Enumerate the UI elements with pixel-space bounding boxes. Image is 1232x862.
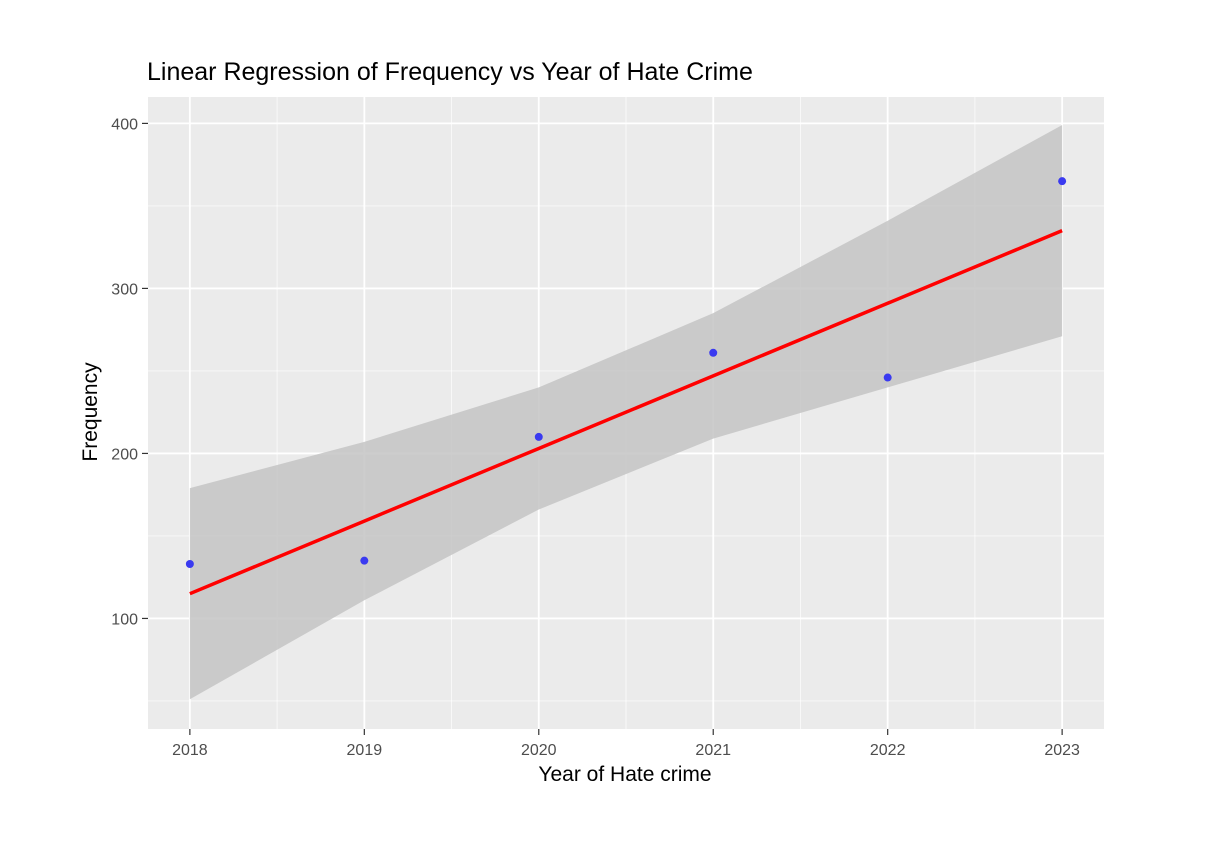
regression-line — [189, 229, 1063, 596]
data-point — [534, 432, 543, 441]
y-tick-label: 400 — [111, 116, 138, 133]
data-point — [185, 559, 194, 568]
y-axis-title: Frequency — [79, 362, 102, 462]
data-point — [1058, 177, 1067, 186]
y-tick-label: 100 — [111, 611, 138, 628]
x-tick-label: 2022 — [870, 742, 906, 759]
x-tick-label: 2021 — [695, 742, 731, 759]
data-point — [883, 373, 892, 382]
y-tick-label: 300 — [111, 281, 138, 298]
data-point — [360, 556, 369, 565]
x-tick-label: 2020 — [521, 742, 557, 759]
data-points — [185, 177, 1067, 568]
y-axis-ticks: 100 200 300 400 — [111, 116, 148, 628]
x-tick-label: 2023 — [1044, 742, 1080, 759]
x-axis-ticks: 2018 2019 2020 2021 2022 2023 — [172, 729, 1080, 759]
data-point — [709, 348, 718, 357]
x-axis-title: Year of Hate crime — [538, 763, 711, 786]
chart-title: Linear Regression of Frequency vs Year o… — [147, 58, 753, 86]
x-tick-label: 2019 — [347, 742, 383, 759]
x-tick-label: 2018 — [172, 742, 208, 759]
y-tick-label: 200 — [111, 446, 138, 463]
